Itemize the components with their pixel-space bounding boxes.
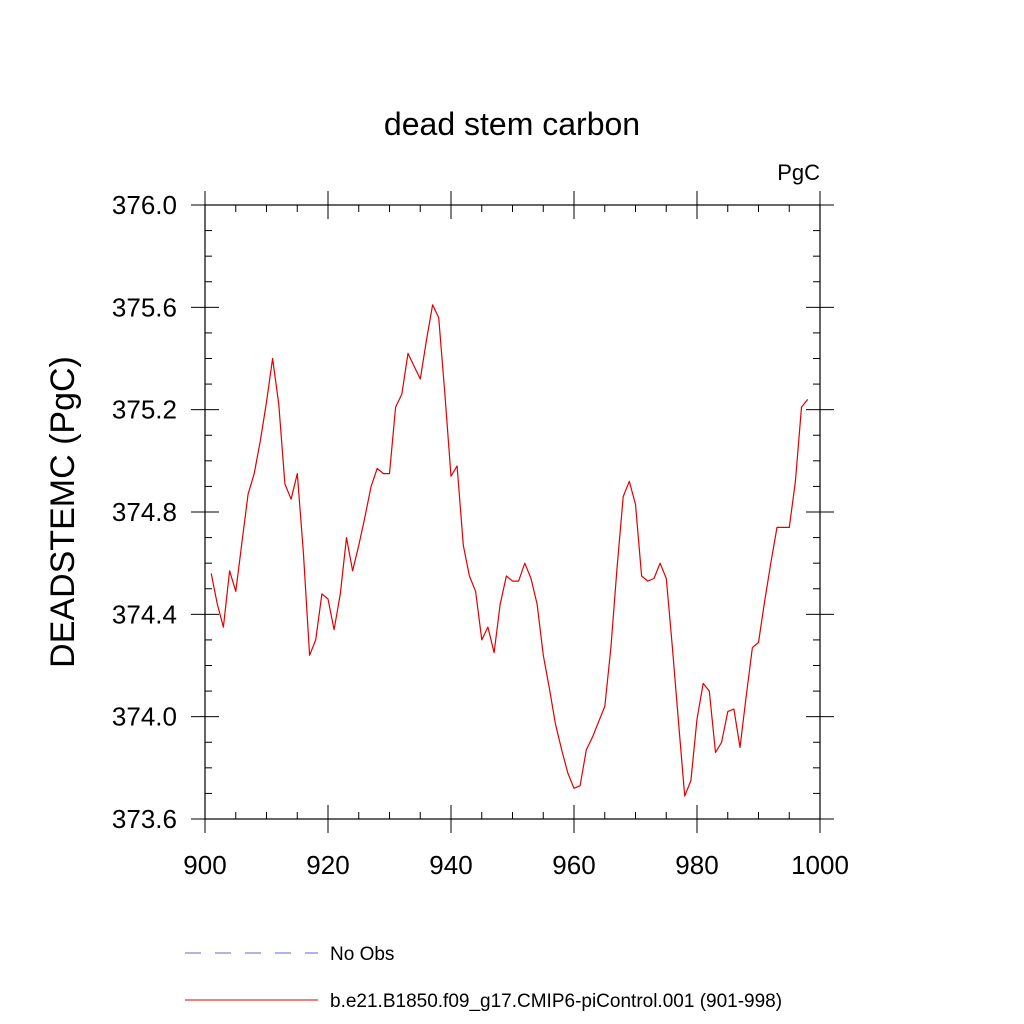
plot-area <box>210 304 809 797</box>
series-line <box>210 304 809 797</box>
y-tick-label: 376.0 <box>112 190 177 220</box>
y-tick-label: 374.4 <box>112 599 177 629</box>
y-tick-label: 375.6 <box>112 292 177 322</box>
x-tick-label: 1000 <box>791 850 849 880</box>
y-axis-label: DEADSTEMC (PgC) <box>44 356 82 668</box>
legend-label: No Obs <box>330 944 394 965</box>
x-tick-label: 940 <box>429 850 472 880</box>
legend-label: b.e21.B1850.f09_g17.CMIP6-piControl.001 … <box>330 991 782 1012</box>
x-tick-label: 900 <box>183 850 226 880</box>
axis-ticks: 900 920 940 960 980 1000 373.6 374.0 374.4 374.8 3… <box>112 190 849 880</box>
y-tick-label: 374.0 <box>112 702 177 732</box>
x-tick-label: 960 <box>552 850 595 880</box>
units-label: PgC <box>777 160 820 185</box>
legend: No Obs b.e21.B1850.f09_g17.CMIP6-piContro… <box>185 944 782 1012</box>
x-tick-label: 920 <box>306 850 349 880</box>
chart-title: dead stem carbon <box>384 106 640 142</box>
y-tick-label: 375.2 <box>112 395 177 425</box>
y-tick-label: 374.8 <box>112 497 177 527</box>
plot-border <box>204 204 821 820</box>
y-tick-label: 373.6 <box>112 804 177 834</box>
x-tick-label: 980 <box>675 850 718 880</box>
axes-frame <box>204 204 821 820</box>
